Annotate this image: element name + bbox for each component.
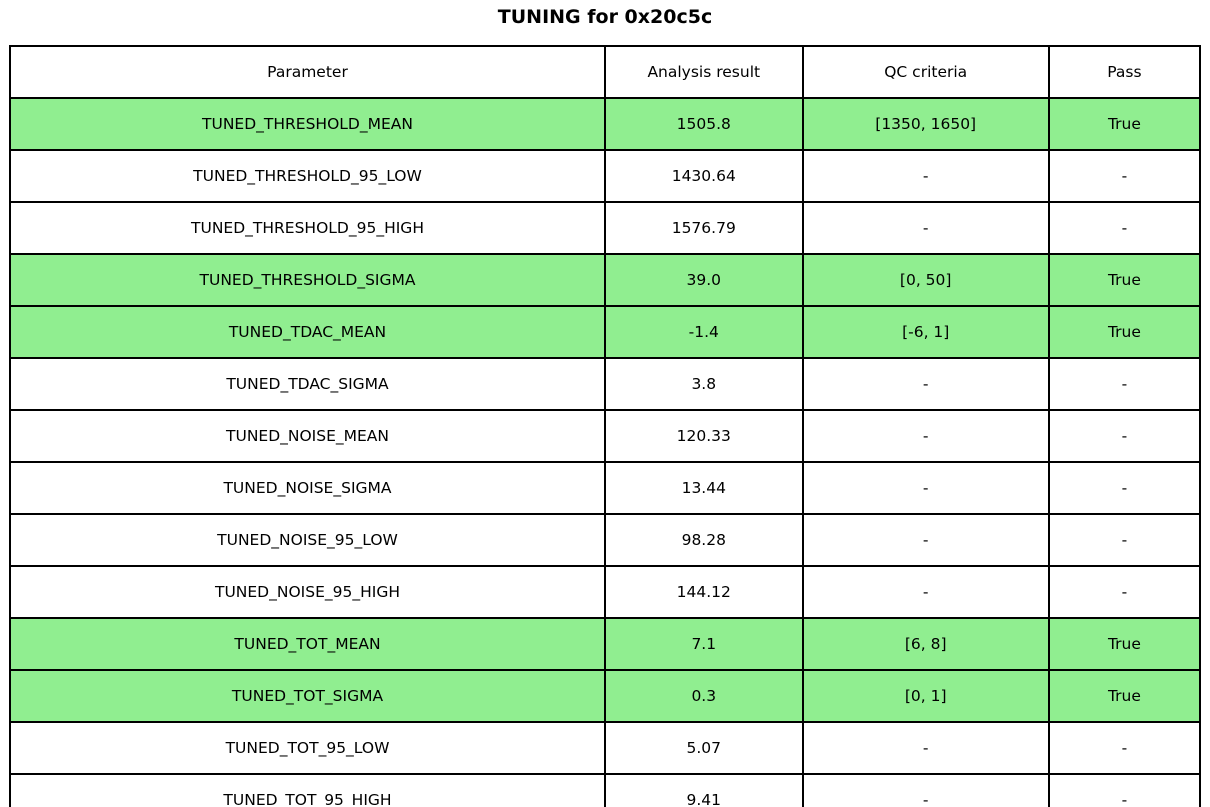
pass-cell: -: [1047, 149, 1202, 203]
result-cell: 39.0: [604, 253, 804, 307]
result-cell: 1576.79: [604, 201, 804, 255]
result-cell: 7.1: [604, 617, 804, 671]
table-row: TUNED_THRESHOLD_SIGMA 39.0 [0, 50] True: [9, 253, 1202, 307]
table-row: TUNED_THRESHOLD_MEAN 1505.8 [1350, 1650] Tr…: [9, 97, 1202, 151]
qc-cell: -: [801, 461, 1050, 515]
qc-cell: -: [801, 721, 1050, 775]
table-row: TUNED_THRESHOLD_95_LOW 1430.64- -: [9, 149, 1202, 203]
result-cell: 120.33: [604, 409, 804, 463]
param-cell: TUNED_TOT_SIGMA: [9, 669, 606, 723]
pass-cell: -: [1047, 721, 1202, 775]
result-cell: -1.4: [604, 305, 804, 359]
param-cell: TUNED_THRESHOLD_95_LOW: [9, 149, 606, 203]
column-header-qc-criteria: QC criteria: [801, 45, 1050, 99]
qc-cell: -: [801, 149, 1050, 203]
table-row: TUNED_TDAC_MEAN -1.4 [-6, 1] True: [9, 305, 1202, 359]
pass-cell: True: [1047, 305, 1202, 359]
qc-cell: [-6, 1]: [801, 305, 1050, 359]
pass-cell: -: [1047, 461, 1202, 515]
param-cell: TUNED_THRESHOLD_95_HIGH: [9, 201, 606, 255]
pass-cell: True: [1047, 253, 1202, 307]
pass-cell: -: [1047, 773, 1202, 807]
param-cell: TUNED_TOT_MEAN: [9, 617, 606, 671]
table-row: TUNED_TOT_95_HIGH 9.41- -: [9, 773, 1202, 807]
param-cell: TUNED_TDAC_MEAN: [9, 305, 606, 359]
pass-cell: True: [1047, 97, 1202, 151]
result-cell: 13.44: [604, 461, 804, 515]
table-row: TUNED_NOISE_95_LOW 98.28- -: [9, 513, 1202, 567]
result-cell: 9.41: [604, 773, 804, 807]
column-header-parameter: Parameter: [9, 45, 606, 99]
qc-cell: -: [801, 201, 1050, 255]
param-cell: TUNED_TOT_95_LOW: [9, 721, 606, 775]
param-cell: TUNED_TOT_95_HIGH: [9, 773, 606, 807]
param-cell: TUNED_THRESHOLD_SIGMA: [9, 253, 606, 307]
table-body: TUNED_THRESHOLD_MEAN 1505.8 [1350, 1650] Tr…: [9, 97, 1202, 807]
tuning-qc-table: Parameter Analysis result QC criteria Pa…: [9, 45, 1202, 807]
result-cell: 98.28: [604, 513, 804, 567]
param-cell: TUNED_NOISE_95_HIGH: [9, 565, 606, 619]
column-header-pass: Pass: [1047, 45, 1202, 99]
param-cell: TUNED_TDAC_SIGMA: [9, 357, 606, 411]
result-cell: 5.07: [604, 721, 804, 775]
result-cell: 1505.8: [604, 97, 804, 151]
table-row: TUNED_NOISE_SIGMA 13.44- -: [9, 461, 1202, 515]
qc-cell: [0, 50]: [801, 253, 1050, 307]
table-row: TUNED_TOT_SIGMA 0.3 [0, 1] True: [9, 669, 1202, 723]
result-cell: 144.12: [604, 565, 804, 619]
param-cell: TUNED_NOISE_SIGMA: [9, 461, 606, 515]
result-cell: 1430.64: [604, 149, 804, 203]
pass-cell: -: [1047, 565, 1202, 619]
pass-cell: -: [1047, 409, 1202, 463]
pass-cell: -: [1047, 513, 1202, 567]
qc-cell: -: [801, 357, 1050, 411]
pass-cell: True: [1047, 617, 1202, 671]
table-row: TUNED_THRESHOLD_95_HIGH 1576.79- -: [9, 201, 1202, 255]
qc-cell: -: [801, 409, 1050, 463]
table-row: TUNED_TDAC_SIGMA 3.8- -: [9, 357, 1202, 411]
param-cell: TUNED_NOISE_95_LOW: [9, 513, 606, 567]
pass-cell: -: [1047, 201, 1202, 255]
qc-cell: [1350, 1650]: [801, 97, 1050, 151]
table-row: TUNED_NOISE_MEAN 120.33- -: [9, 409, 1202, 463]
table-row: TUNED_TOT_MEAN 7.1 [6, 8] True: [9, 617, 1202, 671]
table-row: TUNED_NOISE_95_HIGH 144.12- -: [9, 565, 1202, 619]
qc-cell: -: [801, 513, 1050, 567]
result-cell: 3.8: [604, 357, 804, 411]
qc-cell: [6, 8]: [801, 617, 1050, 671]
qc-cell: [0, 1]: [801, 669, 1050, 723]
figure-title: TUNING for 0x20c5c: [497, 6, 713, 28]
header-row: Parameter Analysis result QC criteria Pa…: [9, 45, 1202, 99]
result-cell: 0.3: [604, 669, 804, 723]
table-row: TUNED_TOT_95_LOW 5.07- -: [9, 721, 1202, 775]
param-cell: TUNED_THRESHOLD_MEAN: [9, 97, 606, 151]
qc-cell: -: [801, 565, 1050, 619]
param-cell: TUNED_NOISE_MEAN: [9, 409, 606, 463]
column-header-analysis-result: Analysis result: [604, 45, 804, 99]
qc-cell: -: [801, 773, 1050, 807]
pass-cell: -: [1047, 357, 1202, 411]
pass-cell: True: [1047, 669, 1202, 723]
